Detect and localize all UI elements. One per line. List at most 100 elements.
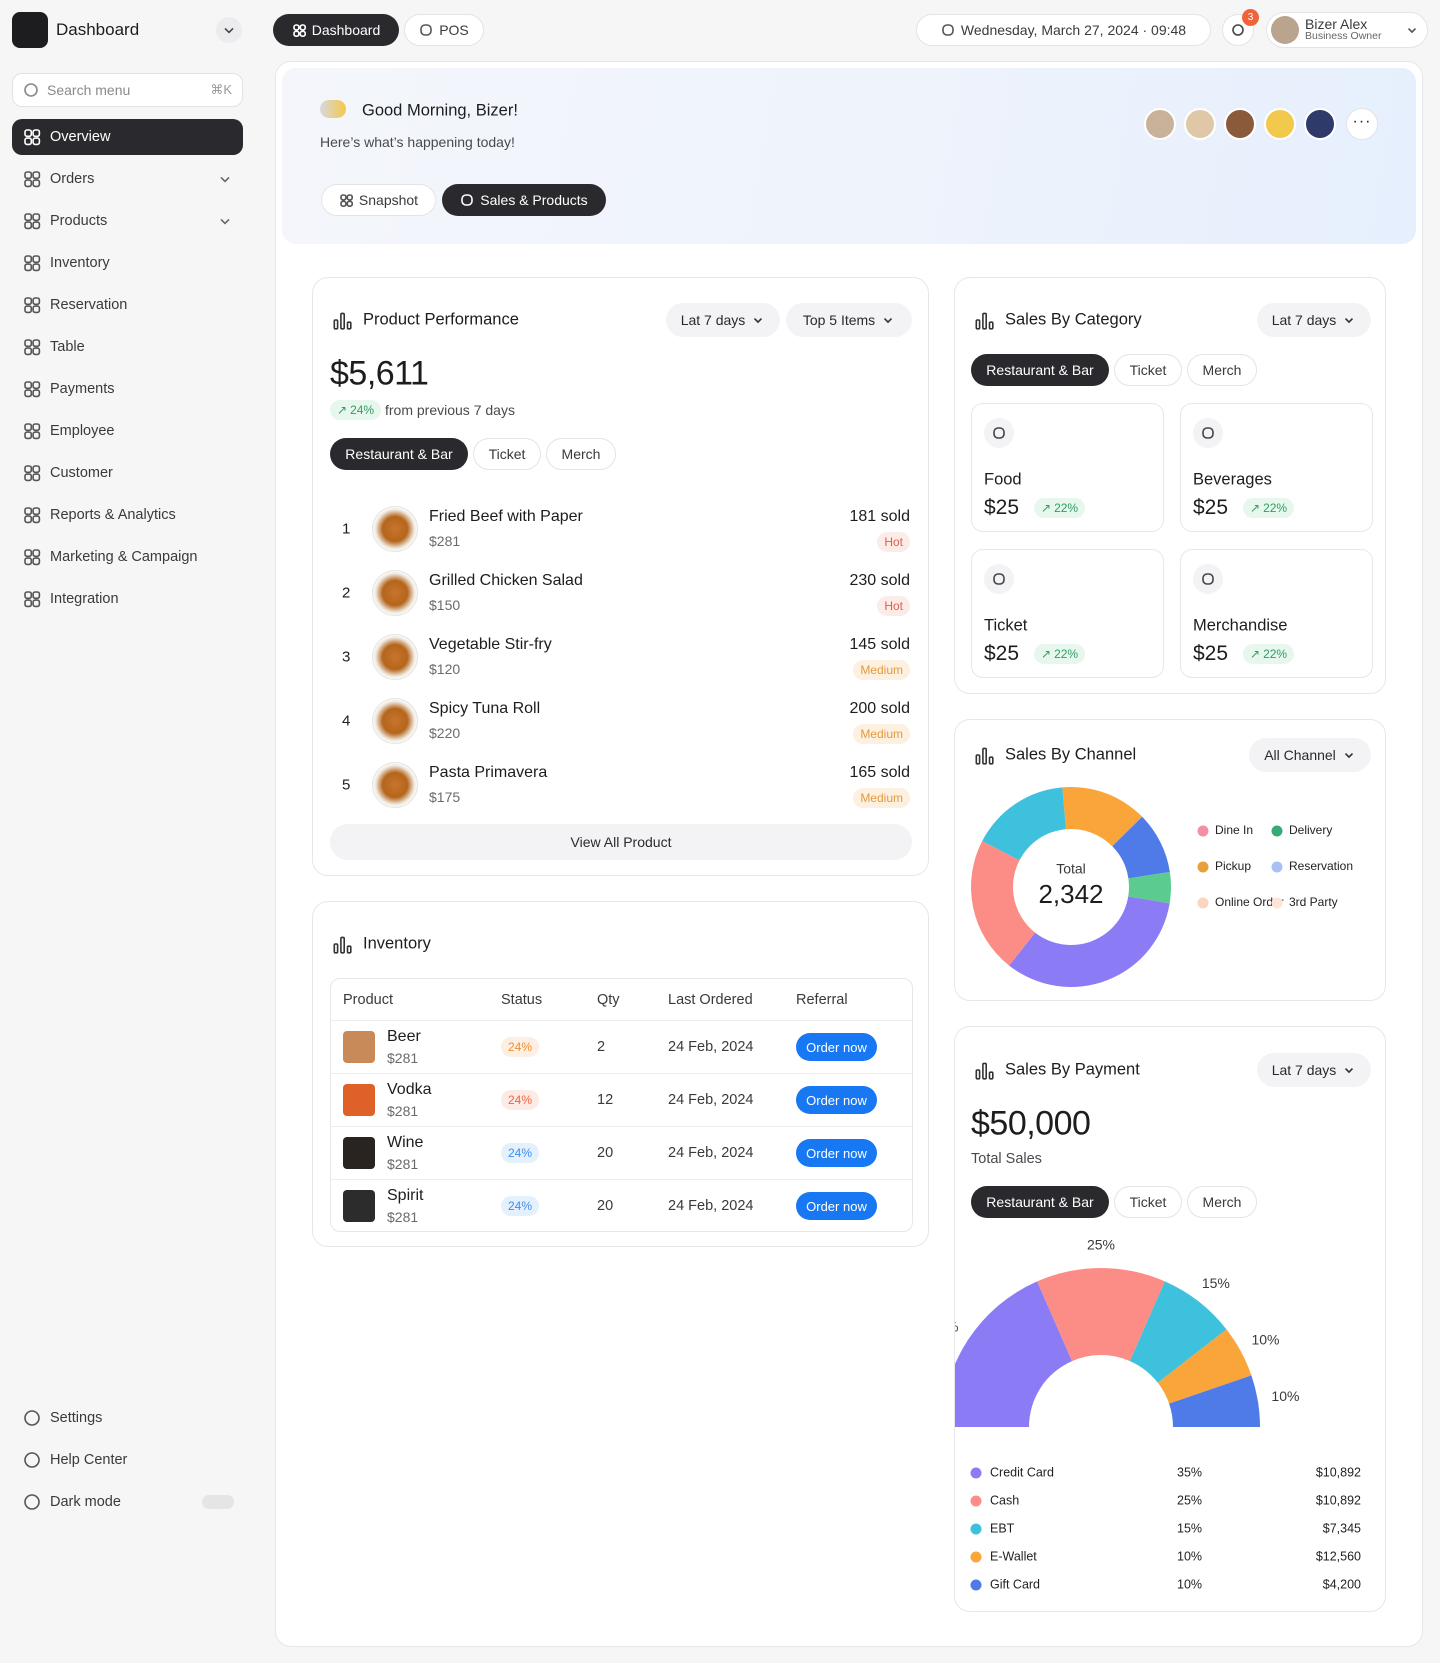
- legend-label: Dine In: [1215, 823, 1253, 837]
- menu-item[interactable]: Inventory: [12, 245, 243, 281]
- icon: [975, 312, 994, 330]
- hero-tab[interactable]: Snapshot: [321, 184, 436, 216]
- filter-dropdown[interactable]: Top 5 Items: [786, 303, 912, 337]
- change-note: from previous 7 days: [385, 402, 515, 418]
- inventory-table: Product Status Qty Last Ordered Referral Beer…: [330, 978, 913, 1232]
- footer-menu-item[interactable]: Dark mode: [12, 1484, 243, 1520]
- menu-item[interactable]: Overview: [12, 119, 243, 155]
- icon-shape: [975, 754, 981, 765]
- top-tab[interactable]: POS: [404, 14, 484, 46]
- category-tab[interactable]: Ticket: [1114, 1186, 1182, 1218]
- menu-label: Employee: [50, 423, 115, 439]
- icon-shape: [333, 943, 339, 954]
- view-all-button[interactable]: View All Product: [330, 824, 912, 860]
- menu-item[interactable]: Payments: [12, 371, 243, 407]
- dark-mode-toggle[interactable]: [202, 1495, 234, 1509]
- hero-tab[interactable]: Sales & Products: [442, 184, 606, 216]
- segment-label: 15%: [1202, 1275, 1230, 1291]
- icon: [1407, 28, 1417, 34]
- order-button[interactable]: Order now: [796, 1033, 877, 1061]
- filter-dropdown[interactable]: Lat 7 days: [1257, 1053, 1371, 1087]
- collapse-button[interactable]: [216, 17, 242, 43]
- user-menu[interactable]: Bizer Alex Business Owner: [1266, 12, 1428, 48]
- order-button[interactable]: Order now: [796, 1139, 877, 1167]
- footer-menu-item[interactable]: Settings: [12, 1400, 243, 1436]
- status: 24%: [501, 1143, 540, 1163]
- menu-item[interactable]: Orders: [12, 161, 243, 197]
- search-box[interactable]: Search menu ⌘K: [12, 73, 243, 107]
- category-tab[interactable]: Restaurant & Bar: [971, 354, 1109, 386]
- legend-swatch: [970, 1495, 982, 1507]
- icon-shape: [988, 1071, 994, 1080]
- menu-item[interactable]: Customer: [12, 455, 243, 491]
- team-avatar: [1144, 108, 1176, 140]
- menu-item[interactable]: Reservation: [12, 287, 243, 323]
- menu-item[interactable]: Integration: [12, 581, 243, 617]
- icon-shape: [340, 194, 347, 201]
- category-tab[interactable]: Merch: [1187, 354, 1257, 386]
- filter-dropdown[interactable]: All Channel: [1249, 738, 1371, 772]
- order-button[interactable]: Order now: [796, 1192, 877, 1220]
- category-tab[interactable]: Restaurant & Bar: [330, 438, 468, 470]
- category-icon: [1193, 418, 1223, 448]
- inventory-card: Inventory Product Status Qty Last Ordered Ref…: [312, 901, 929, 1247]
- category-value: $25: [984, 496, 1020, 519]
- icon-shape: [993, 573, 1005, 585]
- product-name: Beer: [387, 1028, 421, 1045]
- icon: [24, 83, 38, 97]
- category-tab[interactable]: Merch: [546, 438, 616, 470]
- more-button[interactable]: ···: [1346, 108, 1378, 140]
- icon-shape: [32, 263, 41, 272]
- qty: 20: [597, 1145, 614, 1161]
- top-tab[interactable]: Dashboard: [273, 14, 399, 46]
- tag: Hot: [877, 596, 910, 616]
- segment-label: 10%: [1271, 1388, 1299, 1404]
- status: 24%: [501, 1037, 540, 1057]
- icon-shape: [982, 312, 987, 330]
- icon-shape: [24, 297, 33, 306]
- category-value: $25: [984, 642, 1020, 665]
- icon: [24, 297, 41, 314]
- product-price: $281: [387, 1103, 419, 1119]
- row-divider: [331, 1020, 912, 1021]
- legend-percent: 25%: [1177, 1493, 1202, 1507]
- icon-shape: [24, 179, 33, 188]
- footer-menu-item[interactable]: Help Center: [12, 1442, 243, 1478]
- segment-label: 25%: [1087, 1237, 1115, 1253]
- icon-shape: [1202, 427, 1214, 439]
- column-header: Referral: [796, 992, 848, 1008]
- rank: 5: [342, 776, 351, 794]
- category-tab[interactable]: Ticket: [1114, 354, 1182, 386]
- icon-shape: [220, 176, 230, 183]
- menu-item[interactable]: Reports & Analytics: [12, 497, 243, 533]
- category-tab[interactable]: Merch: [1187, 1186, 1257, 1218]
- category-name: Food: [984, 470, 1022, 489]
- icon: [24, 171, 41, 188]
- product-thumb: [343, 1137, 375, 1169]
- menu-item[interactable]: Marketing & Campaign: [12, 539, 243, 575]
- filter-dropdown[interactable]: Lat 7 days: [666, 303, 780, 337]
- filter-dropdown[interactable]: Lat 7 days: [1257, 303, 1371, 337]
- semi-donut-chart: 35% Credit Card 35% $10,892 25% Cash 25% $10,89…: [955, 1237, 1361, 1591]
- icon-shape: [24, 465, 33, 474]
- category-tab[interactable]: Ticket: [473, 438, 541, 470]
- notification-button[interactable]: 3: [1222, 9, 1259, 46]
- menu-label: Payments: [50, 381, 115, 397]
- row-divider: [331, 1073, 912, 1074]
- order-button[interactable]: Order now: [796, 1086, 877, 1114]
- menu-item[interactable]: Table: [12, 329, 243, 365]
- icon: [1202, 573, 1214, 585]
- category-tab[interactable]: Restaurant & Bar: [971, 1186, 1109, 1218]
- product-price: $150: [429, 597, 461, 613]
- category-value: $25: [1193, 496, 1229, 519]
- menu-item[interactable]: Products: [12, 203, 243, 239]
- icon-shape: [32, 431, 41, 440]
- menu-item[interactable]: Employee: [12, 413, 243, 449]
- menu-label: Reservation: [50, 297, 128, 313]
- icon-shape: [32, 515, 41, 524]
- donut-segment: [1062, 787, 1143, 847]
- icon-shape: [32, 465, 41, 474]
- donut-segment: [1009, 896, 1170, 987]
- hero: Good Morning, Bizer! Here’s what’s happen…: [282, 68, 1416, 244]
